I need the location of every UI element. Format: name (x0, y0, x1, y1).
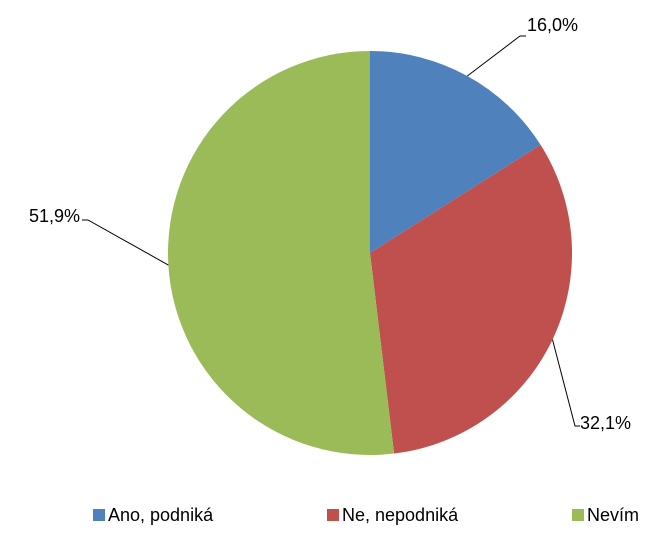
data-label: 32,1% (580, 413, 631, 433)
legend-label: Nevím (587, 505, 639, 525)
data-label: 16,0% (527, 15, 578, 35)
data-label: 51,9% (29, 206, 80, 226)
leader-line (82, 219, 169, 266)
leader-line (552, 339, 580, 427)
legend-swatch (327, 509, 339, 521)
legend-swatch (93, 509, 105, 521)
pie-slice (370, 51, 541, 253)
pie-slice (370, 144, 573, 454)
leader-line (467, 35, 526, 77)
legend-swatch (572, 509, 584, 521)
pie-slice (167, 51, 395, 455)
legend-label: Ano, podniká (108, 505, 214, 525)
legend-label: Ne, nepodniká (342, 505, 459, 525)
